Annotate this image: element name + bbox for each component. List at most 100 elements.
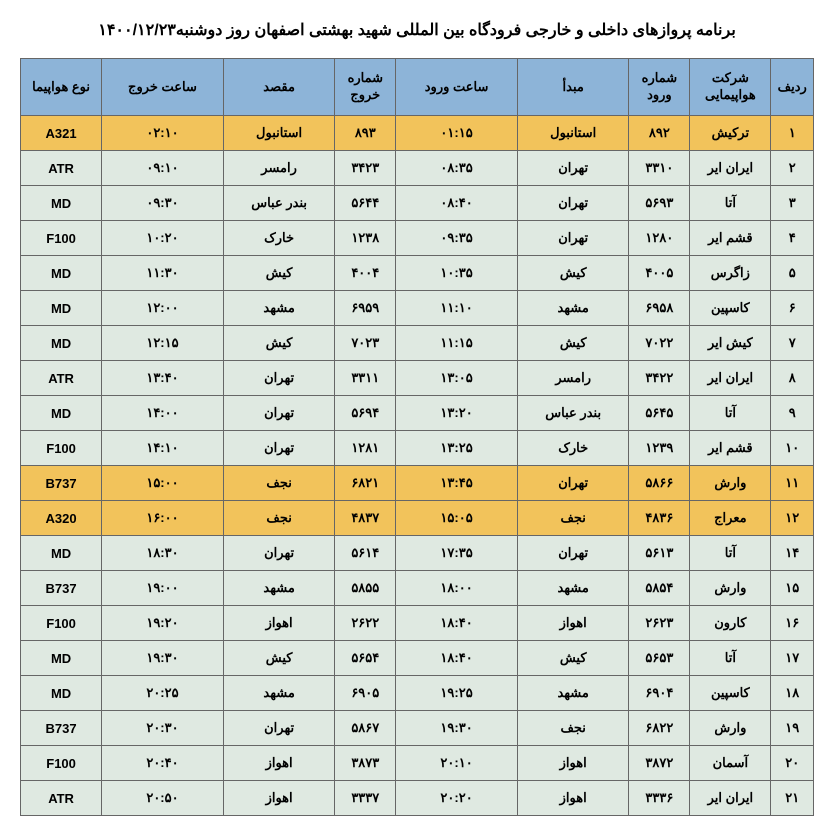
cell-departure-time: ۰۲:۱۰ bbox=[102, 116, 224, 151]
cell-arrival-number: ۱۲۸۰ bbox=[629, 221, 690, 256]
cell-row-number: ۱۰ bbox=[771, 431, 814, 466]
cell-arrival-time: ۱۳:۴۵ bbox=[396, 466, 518, 501]
cell-arrival-number: ۷۰۲۲ bbox=[629, 326, 690, 361]
cell-origin: استانبول bbox=[517, 116, 629, 151]
cell-destination: کیش bbox=[223, 256, 335, 291]
cell-destination: نجف bbox=[223, 501, 335, 536]
cell-destination: نجف bbox=[223, 466, 335, 501]
cell-row-number: ۱۱ bbox=[771, 466, 814, 501]
cell-arrival-number: ۵۶۴۵ bbox=[629, 396, 690, 431]
cell-airline: وارش bbox=[690, 466, 771, 501]
table-row: ۶کاسپین۶۹۵۸مشهد۱۱:۱۰۶۹۵۹مشهد۱۲:۰۰MD bbox=[21, 291, 814, 326]
header-row-number: ردیف bbox=[771, 59, 814, 116]
cell-origin: اهواز bbox=[517, 781, 629, 816]
cell-departure-number: ۵۶۱۴ bbox=[335, 536, 396, 571]
cell-departure-time: ۱۶:۰۰ bbox=[102, 501, 224, 536]
table-row: ۷کیش ایر۷۰۲۲کیش۱۱:۱۵۷۰۲۳کیش۱۲:۱۵MD bbox=[21, 326, 814, 361]
cell-airline: آتا bbox=[690, 641, 771, 676]
cell-arrival-time: ۱۸:۴۰ bbox=[396, 606, 518, 641]
cell-departure-time: ۰۹:۳۰ bbox=[102, 186, 224, 221]
cell-origin: بندر عباس bbox=[517, 396, 629, 431]
cell-airline: آسمان bbox=[690, 746, 771, 781]
cell-arrival-number: ۳۳۳۶ bbox=[629, 781, 690, 816]
cell-departure-number: ۳۳۱۱ bbox=[335, 361, 396, 396]
cell-origin: مشهد bbox=[517, 676, 629, 711]
cell-departure-time: ۱۲:۰۰ bbox=[102, 291, 224, 326]
cell-airline: معراج bbox=[690, 501, 771, 536]
cell-destination: مشهد bbox=[223, 571, 335, 606]
cell-departure-number: ۵۶۹۴ bbox=[335, 396, 396, 431]
cell-arrival-time: ۲۰:۱۰ bbox=[396, 746, 518, 781]
cell-arrival-number: ۴۸۳۶ bbox=[629, 501, 690, 536]
cell-departure-time: ۱۰:۲۰ bbox=[102, 221, 224, 256]
cell-arrival-time: ۰۹:۳۵ bbox=[396, 221, 518, 256]
cell-departure-time: ۱۲:۱۵ bbox=[102, 326, 224, 361]
header-airline: شرکت هواپیمایی bbox=[690, 59, 771, 116]
flight-schedule-container: برنامه پروازهای داخلی و خارجی فرودگاه بی… bbox=[20, 20, 814, 816]
cell-departure-number: ۴۰۰۴ bbox=[335, 256, 396, 291]
header-arrival-number: شماره ورود bbox=[629, 59, 690, 116]
cell-airline: آتا bbox=[690, 396, 771, 431]
cell-arrival-number: ۵۸۶۶ bbox=[629, 466, 690, 501]
cell-destination: کیش bbox=[223, 326, 335, 361]
table-header-row: ردیف شرکت هواپیمایی شماره ورود مبدأ ساعت… bbox=[21, 59, 814, 116]
table-row: ۱۶کارون۲۶۲۳اهواز۱۸:۴۰۲۶۲۲اهواز۱۹:۲۰F100 bbox=[21, 606, 814, 641]
cell-departure-time: ۱۸:۳۰ bbox=[102, 536, 224, 571]
header-origin: مبدأ bbox=[517, 59, 629, 116]
cell-departure-number: ۳۸۷۳ bbox=[335, 746, 396, 781]
cell-airline: کاسپین bbox=[690, 291, 771, 326]
cell-arrival-time: ۱۱:۱۰ bbox=[396, 291, 518, 326]
cell-arrival-time: ۱۵:۰۵ bbox=[396, 501, 518, 536]
cell-arrival-time: ۰۸:۳۵ bbox=[396, 151, 518, 186]
cell-arrival-time: ۱۹:۲۵ bbox=[396, 676, 518, 711]
cell-destination: رامسر bbox=[223, 151, 335, 186]
cell-aircraft: ATR bbox=[21, 151, 102, 186]
table-row: ۱۴آتا۵۶۱۳تهران۱۷:۳۵۵۶۱۴تهران۱۸:۳۰MD bbox=[21, 536, 814, 571]
cell-arrival-time: ۱۸:۴۰ bbox=[396, 641, 518, 676]
cell-departure-time: ۰۹:۱۰ bbox=[102, 151, 224, 186]
header-arrival-time: ساعت ورود bbox=[396, 59, 518, 116]
cell-aircraft: MD bbox=[21, 186, 102, 221]
cell-departure-number: ۸۹۳ bbox=[335, 116, 396, 151]
cell-arrival-number: ۳۴۲۲ bbox=[629, 361, 690, 396]
cell-destination: تهران bbox=[223, 361, 335, 396]
cell-departure-number: ۵۸۶۷ bbox=[335, 711, 396, 746]
cell-aircraft: F100 bbox=[21, 606, 102, 641]
cell-row-number: ۹ bbox=[771, 396, 814, 431]
cell-aircraft: A320 bbox=[21, 501, 102, 536]
cell-arrival-number: ۱۲۳۹ bbox=[629, 431, 690, 466]
header-aircraft: نوع هواپیما bbox=[21, 59, 102, 116]
cell-departure-time: ۲۰:۳۰ bbox=[102, 711, 224, 746]
cell-departure-time: ۱۴:۰۰ bbox=[102, 396, 224, 431]
cell-destination: تهران bbox=[223, 536, 335, 571]
cell-origin: خارک bbox=[517, 431, 629, 466]
table-row: ۱۰قشم ایر۱۲۳۹خارک۱۳:۲۵۱۲۸۱تهران۱۴:۱۰F100 bbox=[21, 431, 814, 466]
cell-departure-number: ۶۹۵۹ bbox=[335, 291, 396, 326]
cell-origin: کیش bbox=[517, 326, 629, 361]
cell-row-number: ۱۷ bbox=[771, 641, 814, 676]
cell-airline: ایران ایر bbox=[690, 151, 771, 186]
cell-origin: کیش bbox=[517, 256, 629, 291]
cell-departure-number: ۳۳۳۷ bbox=[335, 781, 396, 816]
cell-row-number: ۱ bbox=[771, 116, 814, 151]
cell-arrival-time: ۰۸:۴۰ bbox=[396, 186, 518, 221]
cell-airline: ایران ایر bbox=[690, 781, 771, 816]
cell-row-number: ۲۰ bbox=[771, 746, 814, 781]
cell-arrival-number: ۶۹۵۸ bbox=[629, 291, 690, 326]
table-row: ۲۱ایران ایر۳۳۳۶اهواز۲۰:۲۰۳۳۳۷اهواز۲۰:۵۰A… bbox=[21, 781, 814, 816]
cell-origin: نجف bbox=[517, 501, 629, 536]
header-departure-number: شماره خروج bbox=[335, 59, 396, 116]
table-row: ۹آتا۵۶۴۵بندر عباس۱۳:۲۰۵۶۹۴تهران۱۴:۰۰MD bbox=[21, 396, 814, 431]
cell-destination: استانبول bbox=[223, 116, 335, 151]
cell-origin: مشهد bbox=[517, 291, 629, 326]
cell-airline: ایران ایر bbox=[690, 361, 771, 396]
cell-row-number: ۲ bbox=[771, 151, 814, 186]
cell-origin: تهران bbox=[517, 151, 629, 186]
table-row: ۱۸کاسپین۶۹۰۴مشهد۱۹:۲۵۶۹۰۵مشهد۲۰:۲۵MD bbox=[21, 676, 814, 711]
table-row: ۸ایران ایر۳۴۲۲رامسر۱۳:۰۵۳۳۱۱تهران۱۳:۴۰AT… bbox=[21, 361, 814, 396]
table-row: ۱۹وارش۶۸۲۲نجف۱۹:۳۰۵۸۶۷تهران۲۰:۳۰B737 bbox=[21, 711, 814, 746]
cell-departure-time: ۱۴:۱۰ bbox=[102, 431, 224, 466]
cell-departure-number: ۵۶۵۴ bbox=[335, 641, 396, 676]
cell-destination: اهواز bbox=[223, 606, 335, 641]
cell-arrival-time: ۲۰:۲۰ bbox=[396, 781, 518, 816]
